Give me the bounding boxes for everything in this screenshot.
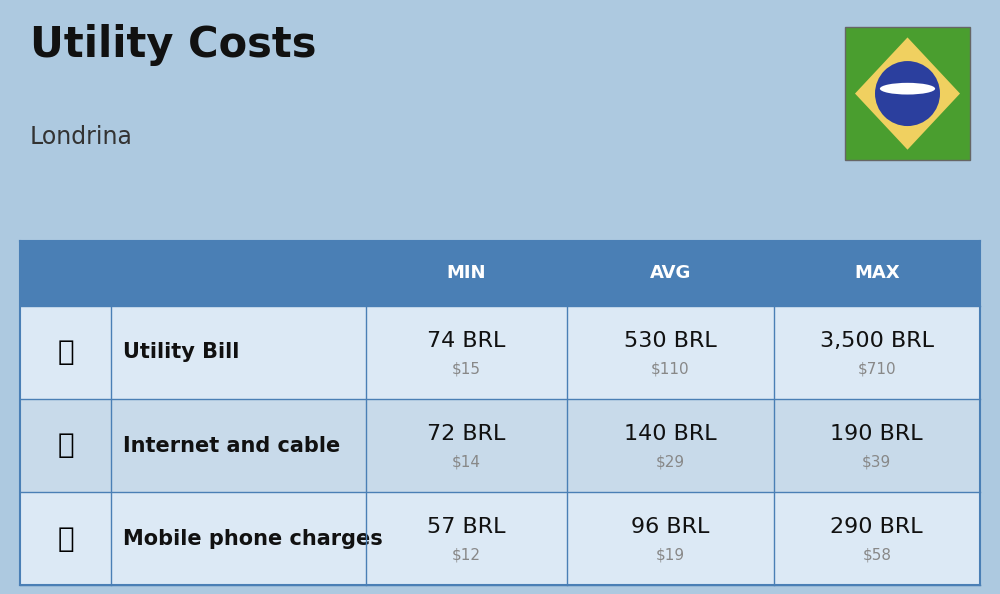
Text: MAX: MAX	[854, 264, 900, 282]
Text: $19: $19	[656, 548, 685, 563]
Text: 530 BRL: 530 BRL	[624, 331, 717, 351]
Text: 3,500 BRL: 3,500 BRL	[820, 331, 934, 351]
Text: MIN: MIN	[447, 264, 486, 282]
Text: $14: $14	[452, 455, 481, 470]
Text: $710: $710	[857, 362, 896, 377]
Text: $12: $12	[452, 548, 481, 563]
Text: Mobile phone charges: Mobile phone charges	[123, 529, 383, 549]
Text: Utility Bill: Utility Bill	[123, 342, 240, 362]
Text: AVG: AVG	[650, 264, 691, 282]
FancyBboxPatch shape	[20, 306, 980, 399]
Text: 📱: 📱	[57, 525, 74, 552]
Ellipse shape	[875, 61, 940, 126]
FancyBboxPatch shape	[20, 492, 980, 585]
Text: 57 BRL: 57 BRL	[427, 517, 506, 538]
Polygon shape	[855, 37, 960, 150]
Text: 96 BRL: 96 BRL	[631, 517, 710, 538]
Text: 290 BRL: 290 BRL	[830, 517, 923, 538]
Text: 📡: 📡	[57, 431, 74, 460]
Text: Utility Costs: Utility Costs	[30, 24, 316, 66]
FancyBboxPatch shape	[20, 399, 980, 492]
FancyBboxPatch shape	[845, 27, 970, 160]
Text: Internet and cable: Internet and cable	[123, 435, 340, 456]
Text: $39: $39	[862, 455, 891, 470]
Text: $110: $110	[651, 362, 690, 377]
Ellipse shape	[880, 83, 935, 94]
Text: 140 BRL: 140 BRL	[624, 424, 717, 444]
Text: 🔧: 🔧	[57, 339, 74, 366]
Text: 74 BRL: 74 BRL	[427, 331, 506, 351]
Text: $29: $29	[656, 455, 685, 470]
FancyBboxPatch shape	[20, 241, 980, 306]
Text: 190 BRL: 190 BRL	[830, 424, 923, 444]
Text: $58: $58	[862, 548, 891, 563]
Text: Londrina: Londrina	[30, 125, 133, 148]
Text: 72 BRL: 72 BRL	[427, 424, 506, 444]
Text: $15: $15	[452, 362, 481, 377]
